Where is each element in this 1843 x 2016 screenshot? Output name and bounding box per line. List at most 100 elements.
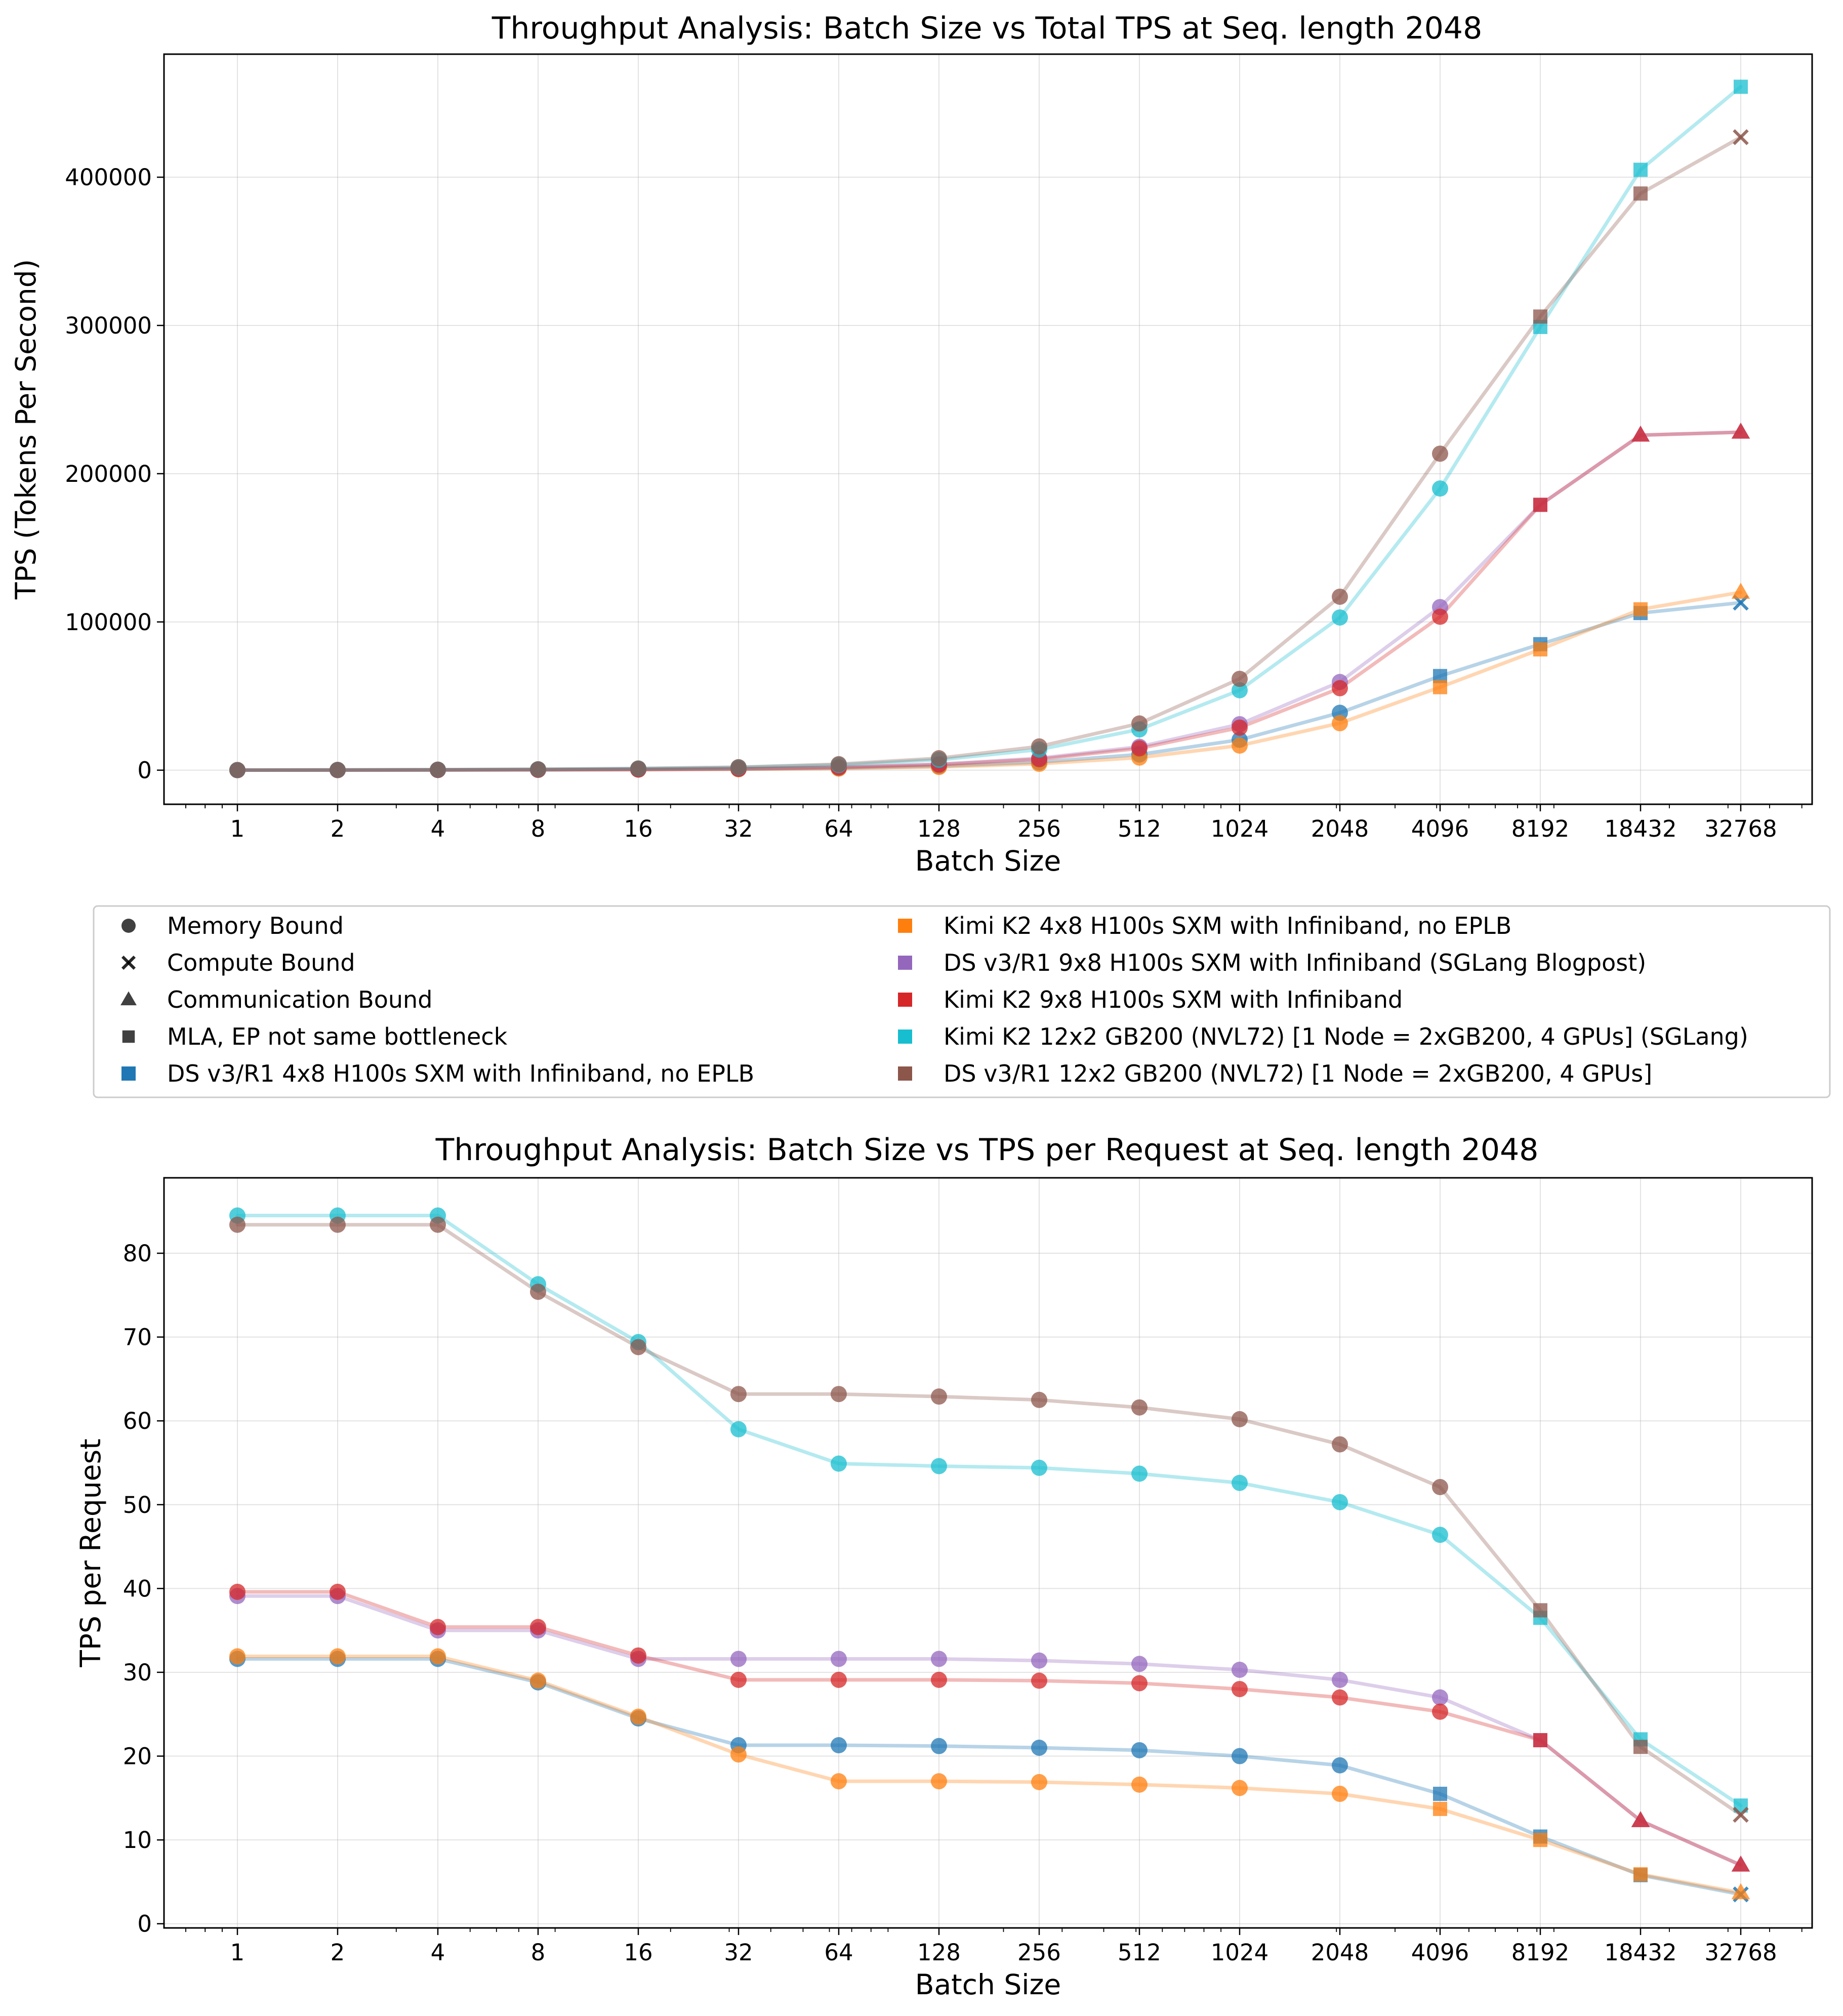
chart-tps-per-request-point-kimi-k2-4x8-h100s-sxm-with-infiniband-no-eplb-8 <box>530 1672 546 1689</box>
chart-tps-per-request-point-kimi-k2-9x8-h100s-sxm-with-infiniband-4 <box>430 1619 446 1635</box>
chart-total-tps-point-ds-v3-r1-12x2-gb200-nvl72-1-node-2xgb200-4-gpus-16 <box>630 760 646 777</box>
y-tick-label: 80 <box>123 1240 152 1267</box>
chart-total-tps-ticks: 0 100000 200000 300000 400000 1 2 4 8 16 32 64 128 25… <box>65 164 1803 842</box>
chart-tps-per-request-point-ds-v3-r1-12x2-gb200-nvl72-1-node-2xgb200-4-gpus-512 <box>1131 1399 1148 1416</box>
chart-total-tps-point-kimi-k2-9x8-h100s-sxm-with-infiniband-2048 <box>1332 680 1348 696</box>
legend-marker-comm-icon <box>120 991 137 1006</box>
chart-tps-per-request-point-ds-v3-r1-12x2-gb200-nvl72-1-node-2xgb200-4-gpus-8192 <box>1533 1603 1547 1618</box>
legend-label-comm: Communication Bound <box>167 986 432 1013</box>
legend-label-ds-v3-r1-12x2-gb200-nvl72-1-node-2xgb200-4-gpus: DS v3/R1 12x2 GB200 (NVL72) [1 Node = 2x… <box>944 1060 1652 1087</box>
chart-tps-per-request-point-ds-v3-r1-4x8-h100s-sxm-with-infiniband-no-eplb-128 <box>931 1738 947 1754</box>
legend-label-ds-v3-r1-9x8-h100s-sxm-with-infiniband-sglang-blogpost: DS v3/R1 9x8 H100s SXM with Infiniband (… <box>944 949 1646 976</box>
chart-tps-per-request-point-kimi-k2-9x8-h100s-sxm-with-infiniband-4096 <box>1432 1703 1448 1720</box>
chart-total-tps-point-kimi-k2-12x2-gb200-nvl72-1-node-2xgb200-4-gpus-sglang-32768 <box>1734 79 1748 94</box>
chart-total-tps-point-kimi-k2-9x8-h100s-sxm-with-infiniband-1024 <box>1232 719 1248 736</box>
y-tick-label: 20 <box>123 1743 152 1770</box>
x-tick-label: 512 <box>1118 815 1161 842</box>
legend: Memory Bound Compute Bound Communication B… <box>93 905 1831 1098</box>
chart-tps-per-request-point-ds-v3-r1-12x2-gb200-nvl72-1-node-2xgb200-4-gpus-4 <box>430 1216 446 1233</box>
chart-total-tps-line-ds-v3-r1-9x8-h100s-sxm-with-infiniband-sglang-blogpost <box>235 430 1743 772</box>
chart-tps-per-request-point-kimi-k2-12x2-gb200-nvl72-1-node-2xgb200-4-gpus-sglang-4096 <box>1432 1527 1448 1543</box>
chart-tps-per-request-point-ds-v3-r1-12x2-gb200-nvl72-1-node-2xgb200-4-gpus-32768 <box>1733 1806 1749 1823</box>
x-tick-label: 32768 <box>1704 815 1777 842</box>
chart-tps-per-request-point-kimi-k2-4x8-h100s-sxm-with-infiniband-no-eplb-2048 <box>1332 1786 1348 1802</box>
chart-total-tps: Throughput Analysis: Batch Size vs Total… <box>10 11 1813 877</box>
chart-tps-per-request-lines <box>235 1214 1743 1897</box>
y-tick-label: 10 <box>123 1827 152 1854</box>
chart-tps-per-request-point-kimi-k2-12x2-gb200-nvl72-1-node-2xgb200-4-gpus-sglang-64 <box>831 1455 847 1472</box>
chart-tps-per-request-point-kimi-k2-9x8-h100s-sxm-with-infiniband-8192 <box>1533 1733 1547 1748</box>
chart-tps-per-request-point-kimi-k2-9x8-h100s-sxm-with-infiniband-16 <box>630 1647 646 1664</box>
chart-total-tps-plot-frame <box>163 53 1813 805</box>
chart-tps-per-request-point-kimi-k2-9x8-h100s-sxm-with-infiniband-8 <box>530 1619 546 1635</box>
chart-tps-per-request-point-kimi-k2-9x8-h100s-sxm-with-infiniband-2 <box>330 1583 346 1600</box>
chart-total-tps-point-kimi-k2-9x8-h100s-sxm-with-infiniband-512 <box>1131 740 1148 757</box>
chart-tps-per-request-ticks: 0 10 20 30 40 50 60 70 80 1 2 4 8 16 32 64 128 256 512 1024… <box>123 1240 1803 1966</box>
chart-tps-per-request-point-kimi-k2-4x8-h100s-sxm-with-infiniband-no-eplb-2 <box>330 1648 346 1665</box>
chart-tps-per-request-point-kimi-k2-9x8-h100s-sxm-with-infiniband-1024 <box>1232 1681 1248 1698</box>
chart-total-tps-point-ds-v3-r1-12x2-gb200-nvl72-1-node-2xgb200-4-gpus-8192 <box>1533 309 1547 324</box>
chart-total-tps-point-ds-v3-r1-12x2-gb200-nvl72-1-node-2xgb200-4-gpus-256 <box>1031 738 1047 755</box>
chart-tps-per-request-point-kimi-k2-4x8-h100s-sxm-with-infiniband-no-eplb-18432 <box>1633 1867 1648 1882</box>
chart-total-tps-point-kimi-k2-4x8-h100s-sxm-with-infiniband-no-eplb-4096 <box>1433 680 1447 694</box>
chart-tps-per-request-point-kimi-k2-4x8-h100s-sxm-with-infiniband-no-eplb-4096 <box>1433 1801 1447 1816</box>
chart-total-tps-point-ds-v3-r1-12x2-gb200-nvl72-1-node-2xgb200-4-gpus-18432 <box>1633 186 1648 201</box>
chart-total-tps-point-ds-v3-r1-12x2-gb200-nvl72-1-node-2xgb200-4-gpus-2 <box>330 762 346 778</box>
chart-tps-per-request-point-ds-v3-r1-12x2-gb200-nvl72-1-node-2xgb200-4-gpus-128 <box>931 1388 947 1405</box>
chart-total-tps-point-ds-v3-r1-12x2-gb200-nvl72-1-node-2xgb200-4-gpus-2048 <box>1332 588 1348 605</box>
chart-tps-per-request-point-kimi-k2-9x8-h100s-sxm-with-infiniband-2048 <box>1332 1689 1348 1706</box>
legend-marker-memory-icon <box>121 919 136 933</box>
legend-items: Memory Bound Compute Bound Communication B… <box>120 912 1748 1087</box>
chart-tps-per-request-point-ds-v3-r1-4x8-h100s-sxm-with-infiniband-no-eplb-512 <box>1131 1742 1148 1758</box>
chart-tps-per-request-point-kimi-k2-4x8-h100s-sxm-with-infiniband-no-eplb-256 <box>1031 1774 1047 1790</box>
legend-marker-compute-icon <box>121 955 136 970</box>
legend-swatch-kimi-k2-12x2-gb200-nvl72-1-node-2xgb200-4-gpus-sglang-icon <box>898 1030 912 1044</box>
chart-total-tps-point-kimi-k2-12x2-gb200-nvl72-1-node-2xgb200-4-gpus-sglang-1024 <box>1232 682 1248 698</box>
chart-total-tps-point-kimi-k2-4x8-h100s-sxm-with-infiniband-no-eplb-8192 <box>1533 642 1547 656</box>
x-tick-label: 4 <box>431 1939 445 1966</box>
chart-tps-per-request-title: Throughput Analysis: Batch Size vs TPS p… <box>435 1132 1539 1168</box>
chart-total-tps-point-ds-v3-r1-12x2-gb200-nvl72-1-node-2xgb200-4-gpus-64 <box>831 756 847 772</box>
chart-total-tps-line-ds-v3-r1-4x8-h100s-sxm-with-infiniband-no-eplb <box>235 601 1743 772</box>
chart-tps-per-request-point-kimi-k2-4x8-h100s-sxm-with-infiniband-no-eplb-64 <box>831 1773 847 1790</box>
legend-label-ds-v3-r1-4x8-h100s-sxm-with-infiniband-no-eplb: DS v3/R1 4x8 H100s SXM with Infiniband, … <box>167 1060 754 1087</box>
legend-box <box>93 905 1831 1098</box>
y-tick-label: 400000 <box>65 164 152 191</box>
y-tick-label: 70 <box>123 1324 152 1351</box>
y-tick-label: 100000 <box>65 609 152 636</box>
chart-tps-per-request-point-kimi-k2-4x8-h100s-sxm-with-infiniband-no-eplb-32768 <box>1731 1883 1750 1900</box>
y-tick-label: 0 <box>137 1911 152 1938</box>
chart-tps-per-request-point-ds-v3-r1-12x2-gb200-nvl72-1-node-2xgb200-4-gpus-8 <box>530 1284 546 1300</box>
x-tick-label: 2 <box>331 1939 345 1966</box>
legend-label-kimi-k2-9x8-h100s-sxm-with-infiniband: Kimi K2 9x8 H100s SXM with Infiniband <box>944 986 1403 1013</box>
chart-tps-per-request-point-ds-v3-r1-9x8-h100s-sxm-with-infiniband-sglang-blogpost-512 <box>1131 1656 1148 1672</box>
chart-total-tps-point-ds-v3-r1-12x2-gb200-nvl72-1-node-2xgb200-4-gpus-4096 <box>1432 445 1448 462</box>
chart-tps-per-request-point-kimi-k2-12x2-gb200-nvl72-1-node-2xgb200-4-gpus-sglang-512 <box>1131 1465 1148 1482</box>
chart-tps-per-request-point-ds-v3-r1-9x8-h100s-sxm-with-infiniband-sglang-blogpost-2048 <box>1332 1671 1348 1688</box>
chart-total-tps-point-ds-v3-r1-12x2-gb200-nvl72-1-node-2xgb200-4-gpus-512 <box>1131 715 1148 732</box>
chart-total-tps-line-kimi-k2-9x8-h100s-sxm-with-infiniband <box>235 430 1743 772</box>
chart-tps-per-request-plot-frame <box>163 1177 1813 1929</box>
chart-total-tps-point-ds-v3-r1-12x2-gb200-nvl72-1-node-2xgb200-4-gpus-32768 <box>1733 129 1749 145</box>
chart-tps-per-request-point-ds-v3-r1-12x2-gb200-nvl72-1-node-2xgb200-4-gpus-2048 <box>1332 1436 1348 1453</box>
x-tick-label: 128 <box>917 815 961 842</box>
chart-tps-per-request-point-kimi-k2-9x8-h100s-sxm-with-infiniband-128 <box>931 1671 947 1688</box>
chart-tps-per-request-point-ds-v3-r1-12x2-gb200-nvl72-1-node-2xgb200-4-gpus-16 <box>630 1339 646 1355</box>
x-tick-label: 16 <box>624 1939 652 1966</box>
chart-tps-per-request-line-ds-v3-r1-9x8-h100s-sxm-with-infiniband-sglang-blogpost <box>235 1594 1743 1867</box>
chart-tps-per-request-point-ds-v3-r1-9x8-h100s-sxm-with-infiniband-sglang-blogpost-4096 <box>1432 1689 1448 1706</box>
chart-tps-per-request-point-ds-v3-r1-12x2-gb200-nvl72-1-node-2xgb200-4-gpus-64 <box>831 1386 847 1403</box>
legend-swatch-ds-v3-r1-9x8-h100s-sxm-with-infiniband-sglang-blogpost-icon <box>898 956 912 970</box>
chart-tps-per-request-point-kimi-k2-9x8-h100s-sxm-with-infiniband-18432 <box>1631 1811 1650 1827</box>
legend-marker-mla-icon <box>122 1030 135 1043</box>
chart-tps-per-request-point-ds-v3-r1-12x2-gb200-nvl72-1-node-2xgb200-4-gpus-1 <box>229 1216 245 1233</box>
chart-total-tps-point-kimi-k2-4x8-h100s-sxm-with-infiniband-no-eplb-2048 <box>1332 715 1348 731</box>
chart-tps-per-request-point-ds-v3-r1-9x8-h100s-sxm-with-infiniband-sglang-blogpost-32 <box>730 1651 747 1667</box>
chart-tps-per-request-point-ds-v3-r1-4x8-h100s-sxm-with-infiniband-no-eplb-64 <box>831 1737 847 1754</box>
chart-tps-per-request-point-ds-v3-r1-4x8-h100s-sxm-with-infiniband-no-eplb-256 <box>1031 1739 1047 1756</box>
chart-total-tps-point-kimi-k2-12x2-gb200-nvl72-1-node-2xgb200-4-gpus-sglang-2048 <box>1332 609 1348 626</box>
y-tick-label: 200000 <box>65 461 152 487</box>
legend-label-mla: MLA, EP not same bottleneck <box>167 1023 508 1050</box>
x-tick-label: 8 <box>531 1939 546 1966</box>
x-tick-label: 4096 <box>1411 1939 1469 1966</box>
